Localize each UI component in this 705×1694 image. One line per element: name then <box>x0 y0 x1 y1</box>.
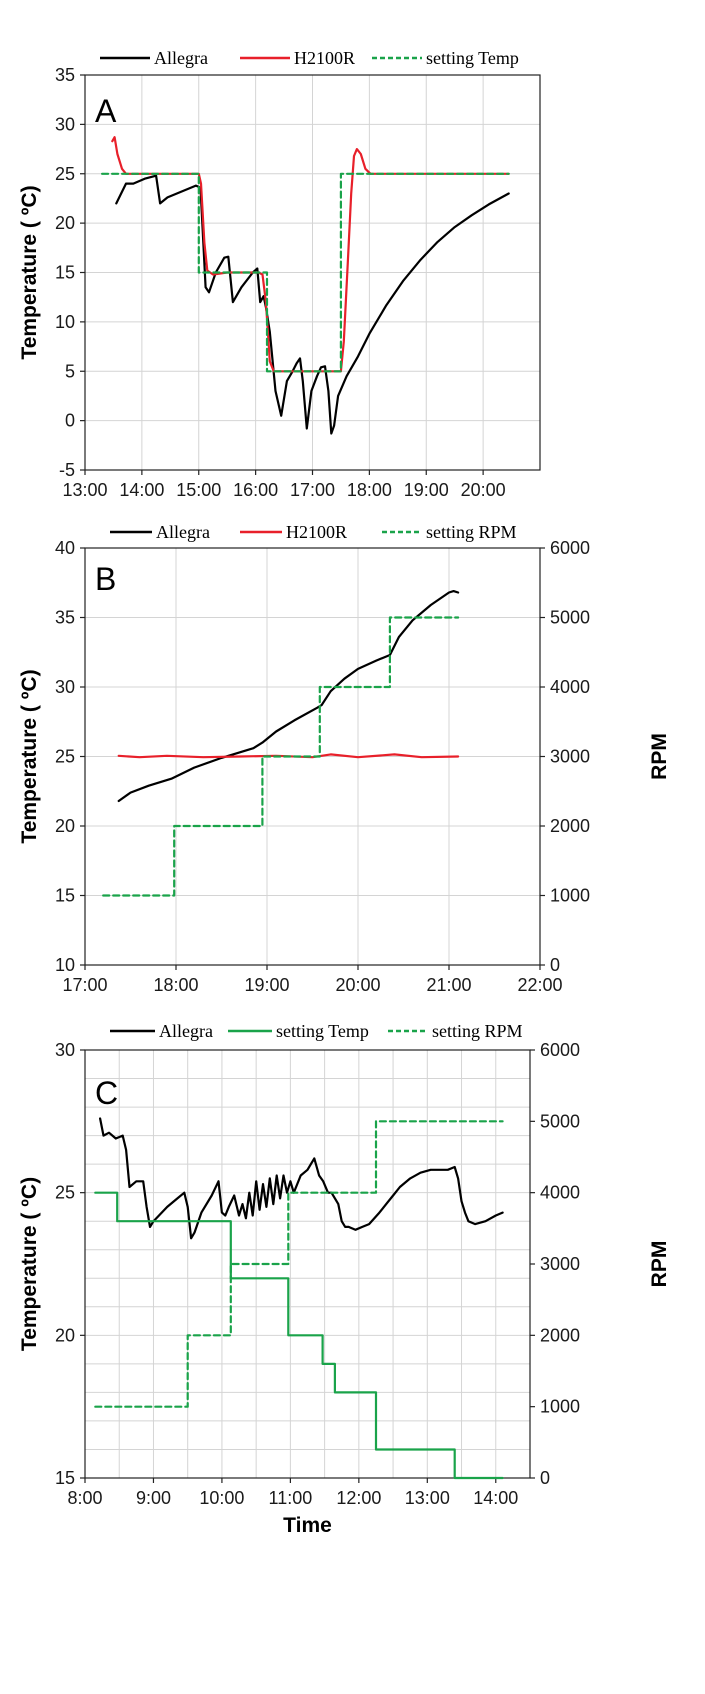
plot-frame <box>84 1049 531 1479</box>
x-tick-label: 14:00 <box>119 480 164 500</box>
legend-label: H2100R <box>286 522 347 542</box>
x-tick-label: 19:00 <box>404 480 449 500</box>
y-tick-label: 25 <box>55 1183 75 1203</box>
series-line-setting-temp <box>94 1191 504 1480</box>
legend-label: setting RPM <box>432 1021 523 1041</box>
legend-label: setting Temp <box>276 1021 369 1041</box>
y-tick-label: 30 <box>55 677 75 697</box>
y2-axis-title: RPM <box>648 733 671 780</box>
chart-panel-A: -5 0 5 10 15 20 25 30 35 13:00 14:00 15:00 16:00 17:0… <box>18 48 541 500</box>
y-tick-label: 25 <box>55 164 75 184</box>
y-tick-label: 30 <box>55 114 75 134</box>
x-tick-label: 11:00 <box>269 1488 313 1508</box>
y-axis-title: Temperature ( ºC) <box>18 669 41 843</box>
legend: Allegra H2100R setting RPM <box>110 522 517 542</box>
y2-tick-label: 2000 <box>540 1325 580 1345</box>
x-tick-label: 20:00 <box>335 975 380 995</box>
series-line-allegra <box>115 174 510 435</box>
x-tick-label: 19:00 <box>244 975 289 995</box>
series-line-allegra <box>117 589 460 803</box>
chart-panel-C: 15 20 25 30 0 1000 2000 3000 4000 5000 6000 8:00 9:0… <box>18 1021 671 1537</box>
legend-label: setting Temp <box>426 48 519 68</box>
panel-label: A <box>95 93 117 129</box>
y2-tick-label: 0 <box>550 955 560 975</box>
y2-tick-label: 3000 <box>540 1254 580 1274</box>
y-tick-label: 40 <box>55 538 75 558</box>
legend: Allegra H2100R setting Temp <box>100 48 519 68</box>
y-axis-title: Temperature ( ºC) <box>18 185 41 359</box>
x-tick-label: 21:00 <box>426 975 471 995</box>
gridlines <box>84 1049 530 1479</box>
chart-panel-B: 10 15 20 25 30 35 40 0 1000 2000 3000 4000 5000 6000 1… <box>18 522 671 995</box>
x-tick-label: 18:00 <box>153 975 198 995</box>
y-tick-label: 15 <box>55 886 75 906</box>
y2-tick-label: 4000 <box>550 677 590 697</box>
y-tick-label: 25 <box>55 747 75 767</box>
y-tick-label: 0 <box>65 411 75 431</box>
x-tick-label: 22:00 <box>517 975 562 995</box>
y2-tick-label: 5000 <box>550 608 590 628</box>
y-axis-title: Temperature ( ºC) <box>18 1177 41 1351</box>
series-line-h2100r <box>111 136 510 373</box>
legend-label: setting RPM <box>426 522 517 542</box>
series-line-allegra <box>98 1117 504 1240</box>
series-line-setting-rpm <box>102 616 460 897</box>
x-tick-label: 20:00 <box>461 480 506 500</box>
y2-tick-label: 3000 <box>550 747 590 767</box>
y-tick-label: 35 <box>55 65 75 85</box>
series-line-setting-rpm <box>94 1120 504 1408</box>
legend-label: Allegra <box>154 48 208 68</box>
y-tick-label: 20 <box>55 816 75 836</box>
panel-label: C <box>95 1075 118 1111</box>
x-tick-label: 14:00 <box>473 1488 518 1508</box>
x-tick-label: 18:00 <box>347 480 392 500</box>
y-tick-label: 15 <box>55 1468 75 1488</box>
y2-tick-label: 2000 <box>550 816 590 836</box>
y2-tick-label: 6000 <box>550 538 590 558</box>
y2-tick-label: 1000 <box>550 886 590 906</box>
x-tick-label: 13:00 <box>405 1488 450 1508</box>
y2-tick-label: 0 <box>540 1468 550 1488</box>
x-tick-label: 17:00 <box>290 480 335 500</box>
panel-label: B <box>95 561 116 597</box>
y2-tick-label: 5000 <box>540 1111 580 1131</box>
x-tick-label: 16:00 <box>233 480 278 500</box>
x-tick-label: 8:00 <box>67 1488 102 1508</box>
y-tick-label: 10 <box>55 312 75 332</box>
x-tick-label: 15:00 <box>176 480 221 500</box>
x-tick-label: 12:00 <box>336 1488 381 1508</box>
y-tick-label: 5 <box>65 361 75 381</box>
y2-tick-label: 6000 <box>540 1040 580 1060</box>
y2-axis-title: RPM <box>648 1241 671 1288</box>
y2-tick-label: 4000 <box>540 1183 580 1203</box>
x-tick-label: 13:00 <box>62 480 107 500</box>
x-axis-title: Time <box>283 1514 332 1537</box>
legend: Allegra setting Temp setting RPM <box>110 1021 523 1041</box>
y-tick-label: 20 <box>55 213 75 233</box>
x-tick-label: 10:00 <box>199 1488 244 1508</box>
y-tick-label: 20 <box>55 1325 75 1345</box>
legend-label: H2100R <box>294 48 355 68</box>
y-tick-label: 35 <box>55 608 75 628</box>
x-tick-label: 9:00 <box>136 1488 171 1508</box>
y2-tick-label: 1000 <box>540 1397 580 1417</box>
series-line-setting-temp <box>100 172 510 373</box>
gridlines <box>84 74 540 471</box>
y-tick-label: 10 <box>55 955 75 975</box>
y-tick-label: 30 <box>55 1040 75 1060</box>
legend-label: Allegra <box>156 522 210 542</box>
y-tick-label: -5 <box>59 460 75 480</box>
y-tick-label: 15 <box>55 263 75 283</box>
legend-label: Allegra <box>159 1021 213 1041</box>
x-tick-label: 17:00 <box>62 975 107 995</box>
